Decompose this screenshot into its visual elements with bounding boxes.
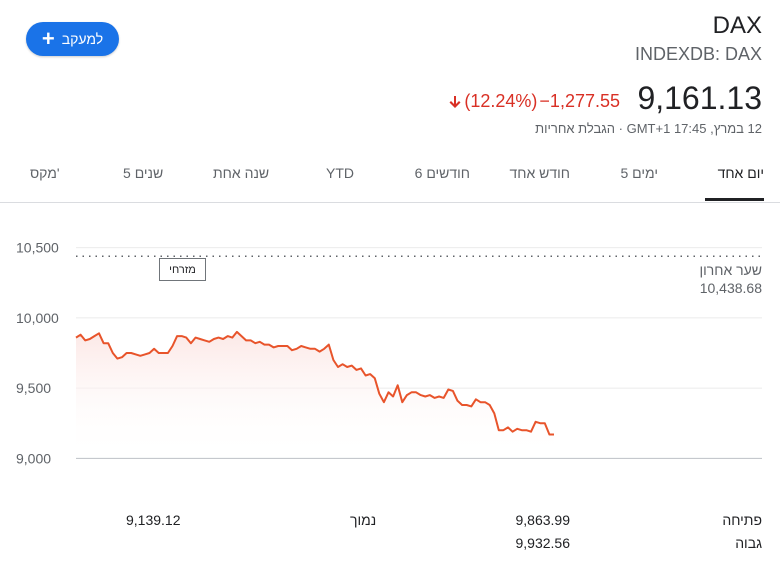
follow-button[interactable]: + למעקב bbox=[26, 22, 119, 56]
previous-close-value: 10,438.68 bbox=[699, 280, 762, 296]
follow-label: למעקב bbox=[61, 31, 104, 47]
open-value: 9,863.99 bbox=[515, 512, 571, 528]
previous-close-label: שער אחרון bbox=[699, 262, 763, 278]
tab-max[interactable]: מקס' bbox=[30, 165, 60, 181]
tab-1-month[interactable]: חודש אחד bbox=[509, 165, 570, 181]
low-value: 9,139.12 bbox=[126, 512, 181, 528]
plus-icon: + bbox=[41, 26, 55, 51]
price-change: (12.24%) −1,277.55 bbox=[448, 91, 620, 112]
tab-6-months[interactable]: 6 חודשים bbox=[414, 165, 470, 181]
price-chart[interactable]: 10,500 10,000 9,500 9,000 bbox=[0, 228, 780, 478]
y-tick-label: 9,000 bbox=[16, 450, 51, 466]
arrow-down-icon bbox=[449, 95, 461, 108]
open-label: פתיחה bbox=[722, 512, 762, 528]
high-label: גבוה bbox=[735, 535, 762, 551]
chart-area-fill bbox=[76, 331, 554, 459]
change-value: −1,277.55 bbox=[539, 91, 620, 111]
chart-tooltip: מזרחי bbox=[159, 258, 206, 281]
y-tick-label: 9,500 bbox=[16, 380, 51, 396]
price-line bbox=[75, 330, 554, 436]
tab-1-year[interactable]: שנה אחת bbox=[213, 165, 270, 181]
range-tabs: יום אחד 5 ימים חודש אחד 6 חודשים YTD שנה… bbox=[0, 150, 780, 203]
ticker-symbol: DAX bbox=[712, 12, 762, 39]
high-value: 9,932.56 bbox=[515, 535, 571, 551]
tab-ytd[interactable]: YTD bbox=[326, 165, 354, 181]
y-tick-label: 10,500 bbox=[16, 240, 59, 256]
low-label: נמוך bbox=[350, 512, 377, 528]
exchange-label: INDEXDB: DAX bbox=[634, 44, 762, 64]
active-tab-indicator bbox=[705, 198, 764, 201]
change-percent: (12.24%) bbox=[464, 91, 538, 111]
tab-5-days[interactable]: 5 ימים bbox=[620, 165, 658, 181]
y-tick-label: 10,000 bbox=[16, 310, 59, 326]
current-price: 9,161.13 bbox=[637, 80, 762, 116]
tab-5-years[interactable]: 5 שנים bbox=[123, 165, 164, 181]
timestamp-disclaimer: 12 במרץ, 17:45 GMT+1 · הגבלת אחריות bbox=[535, 121, 762, 136]
tab-1-day[interactable]: יום אחד bbox=[717, 165, 764, 181]
